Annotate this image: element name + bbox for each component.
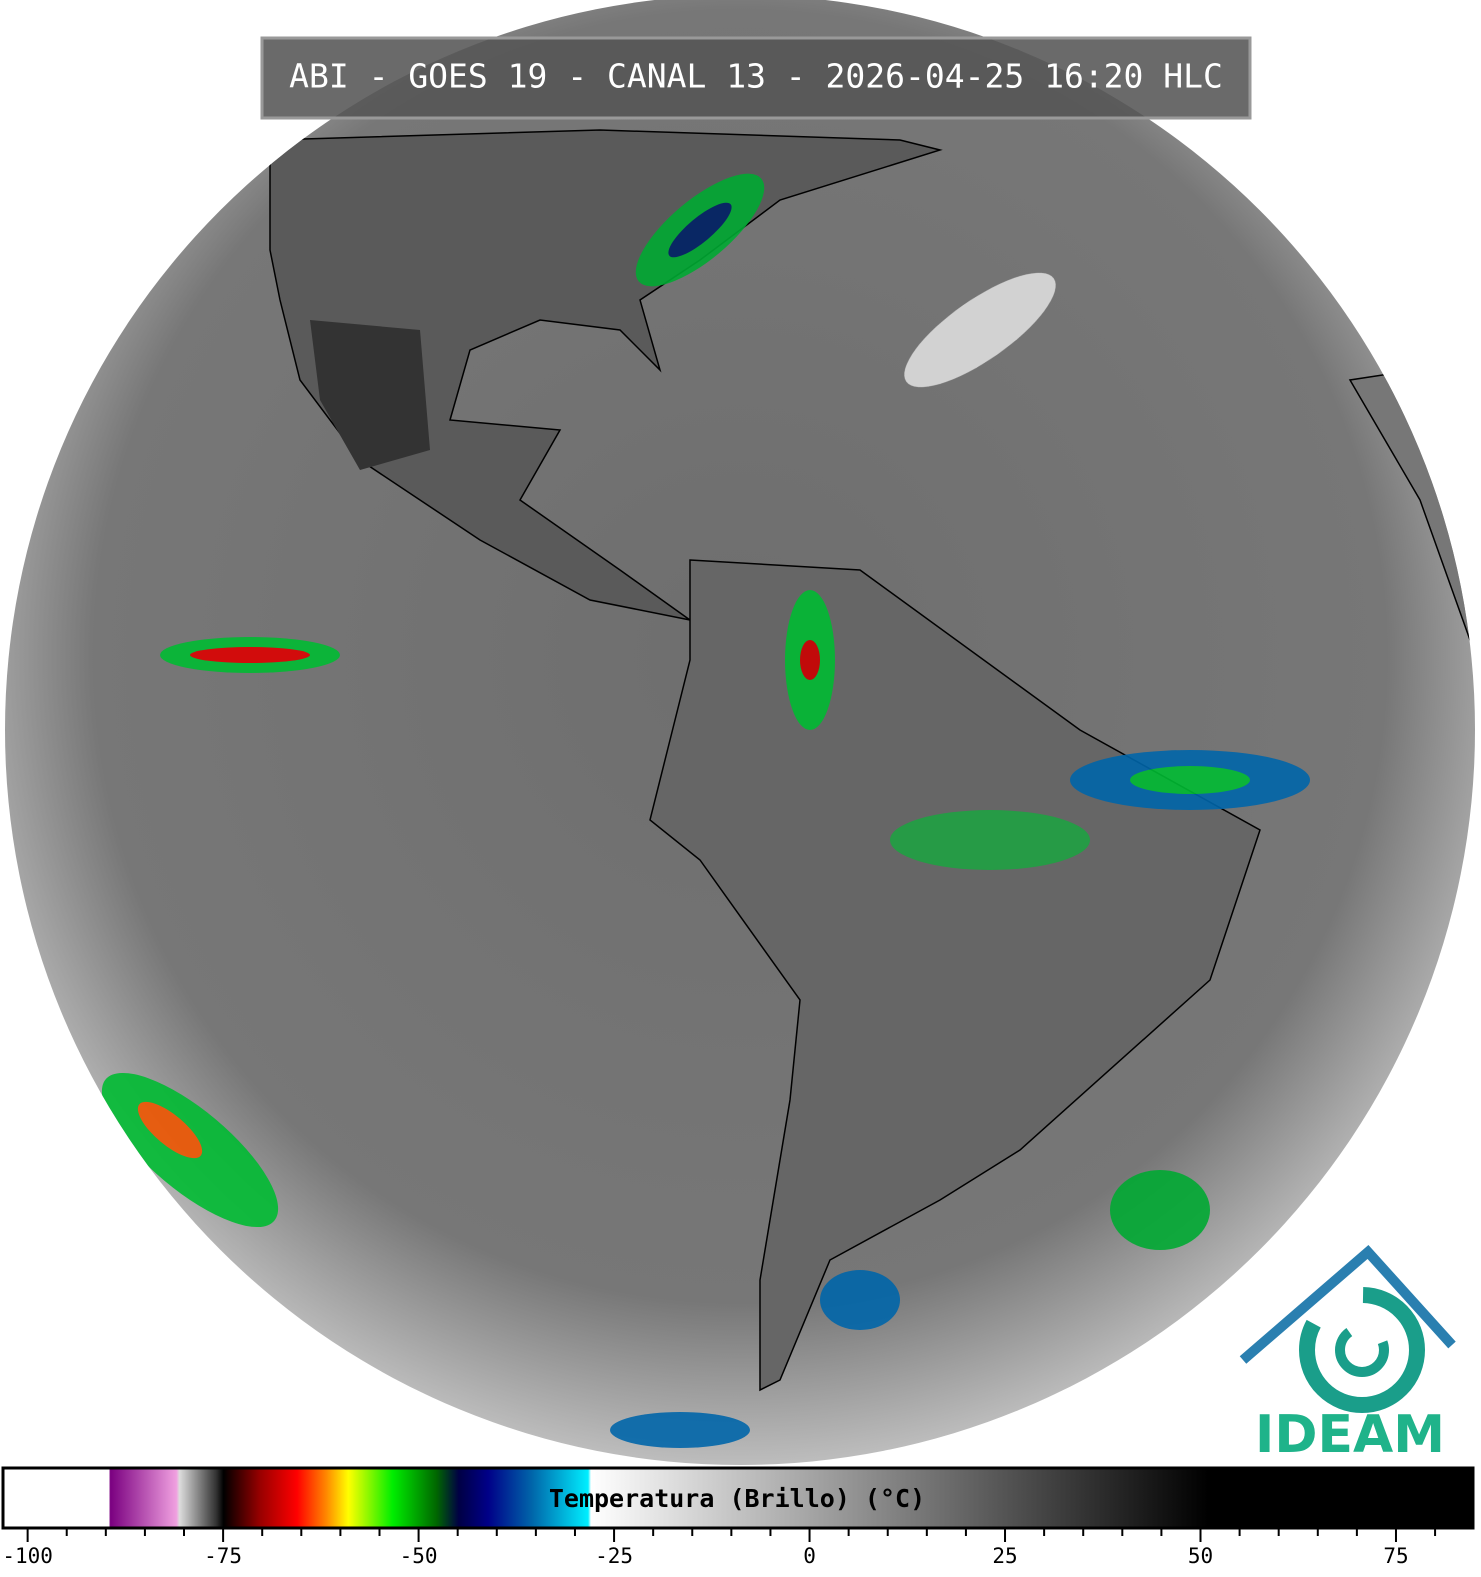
logo-swirl-inner [1335, 1323, 1389, 1377]
logo-roof [1239, 1245, 1456, 1364]
logo: IDEAM [1239, 1245, 1456, 1465]
mexico-dark [310, 320, 430, 470]
globe [5, 0, 1475, 1465]
colorbar-gradient [1, 1466, 1475, 1530]
tick-label: 75 [1383, 1544, 1408, 1568]
colorbar-label: Temperatura (Brillo) (°C) [549, 1484, 925, 1513]
tick-label: 25 [992, 1544, 1017, 1568]
tick-label: -100 [2, 1544, 53, 1568]
globe-features [101, 129, 1475, 1448]
logo-text: IDEAM [1255, 1405, 1445, 1465]
logo-swirl [1299, 1287, 1425, 1413]
tick-label: -25 [595, 1544, 633, 1568]
tick-label: 0 [803, 1544, 816, 1568]
tick-label: -75 [204, 1544, 242, 1568]
title-background [260, 36, 1252, 120]
tick-label: 50 [1188, 1544, 1213, 1568]
tick-label: -50 [400, 1544, 438, 1568]
title: ABI - GOES 19 - CANAL 13 - 2026-04-25 16… [289, 57, 1223, 96]
colorbar: Temperatura (Brillo) (°C) -100 -75 -50 -25 0… [1, 1466, 1475, 1568]
cloud-bands [101, 173, 1310, 1448]
title-box: ABI - GOES 19 - CANAL 13 - 2026-04-25 16… [260, 36, 1252, 120]
